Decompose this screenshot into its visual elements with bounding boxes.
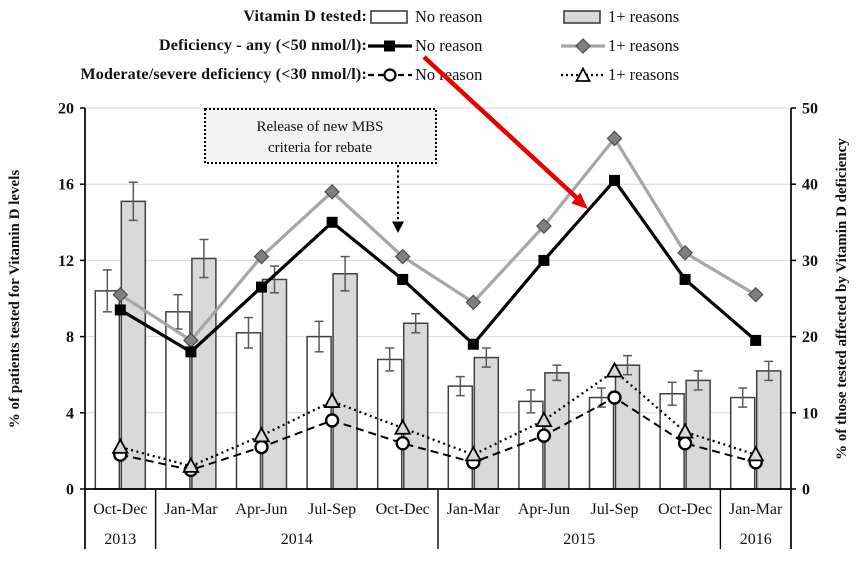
- annotation-box: Release of new MBS criteria for rebate: [204, 108, 437, 233]
- quarter-label: Jan-Mar: [164, 501, 218, 518]
- legend-entry-tested-no-reason: No reason: [367, 7, 560, 27]
- legend-entry-modsev-no-reason: No reason: [367, 65, 560, 85]
- legend-text: No reason: [415, 64, 483, 84]
- right-axis-tick: 0: [802, 482, 810, 499]
- right-axis-tick: 40: [802, 177, 818, 194]
- quarter-label: Jan-Mar: [729, 501, 783, 518]
- annotation-line1: Release of new MBS: [256, 119, 383, 135]
- legend-text: No reason: [415, 35, 483, 55]
- right-axis-tick: 30: [802, 253, 818, 270]
- annotation-line2: criteria for rebate: [268, 140, 372, 156]
- legend-text: 1+ reasons: [608, 64, 680, 84]
- line-open-triangle: [111, 361, 765, 473]
- open-circle-dashed-line-icon: [368, 67, 412, 82]
- x-axis-labels: Oct-Dec Jan-Mar Apr-Jun Jul-Sep Oct-Dec Jan-M…: [93, 489, 783, 549]
- white-bar-swatch-icon: [370, 9, 408, 24]
- open-triangle-dotted-line-icon: [561, 66, 605, 82]
- year-label: 2015: [563, 531, 595, 548]
- quarter-label: Apr-Jun: [518, 501, 570, 518]
- quarter-label: Jul-Sep: [308, 501, 356, 518]
- legend-label-modsev: Moderate/severe deficiency (<30 nmol/l):: [80, 65, 367, 83]
- line-series-group: [111, 130, 765, 478]
- quarter-label: Oct-Dec: [658, 501, 712, 518]
- chart-plot: 0 4 8 12 16 20 0 10 20 30 40 50 Oct-Dec Jan-Mar Apr-Ju…: [7, 101, 850, 549]
- left-axis-tick: 12: [58, 253, 74, 270]
- annotation-rect: [204, 108, 437, 164]
- legend-entry-modsev-reasons: 1+ reasons: [560, 65, 830, 85]
- legend-label-tested: Vitamin D tested:: [243, 7, 367, 25]
- legend-row-deficiency-any: Deficiency - any (<50 nmol/l): No reason…: [0, 31, 830, 60]
- black-square-line-icon: [368, 40, 412, 51]
- bars-group: [94, 181, 782, 490]
- left-axis-title: % of patients tested for Vitamin D level…: [7, 170, 23, 429]
- line-filled-diamond: [112, 130, 764, 349]
- left-axis-tick: 4: [66, 405, 74, 422]
- quarter-label: Jul-Sep: [591, 501, 639, 518]
- quarter-label: Apr-Jun: [235, 501, 287, 518]
- left-axis-tick: 16: [58, 177, 74, 194]
- chart-legend: Vitamin D tested: No reason 1+ reasons D…: [0, 2, 830, 89]
- dotted-arrow-head-icon: [392, 221, 404, 233]
- generated-plot-content: 0 4 8 12 16 20 0 10 20 30 40 50 Oct-Dec Jan-Mar Apr-Ju…: [58, 101, 818, 549]
- gray-diamond-line-icon: [561, 37, 605, 54]
- legend-text: 1+ reasons: [608, 35, 680, 55]
- right-axis-tick: 10: [802, 405, 818, 422]
- quarter-label: Oct-Dec: [93, 501, 147, 518]
- legend-text: No reason: [415, 6, 483, 26]
- right-axis-title: % of those tested affected by Vitamin D …: [834, 138, 850, 460]
- right-axis-tick: 50: [802, 101, 818, 118]
- line-filled-square: [114, 174, 762, 358]
- gray-bar-swatch-icon: [563, 9, 601, 24]
- left-axis-tick: 20: [58, 101, 74, 118]
- quarter-label: Oct-Dec: [376, 501, 430, 518]
- legend-row-tested: Vitamin D tested: No reason 1+ reasons: [0, 2, 830, 31]
- legend-row-modsev: Moderate/severe deficiency (<30 nmol/l):…: [0, 60, 830, 89]
- year-label: 2013: [104, 531, 136, 548]
- bars-1plus-reasons: [120, 181, 782, 490]
- year-label: 2016: [740, 531, 772, 548]
- year-label: 2014: [281, 531, 313, 548]
- quarter-label: Jan-Mar: [447, 501, 501, 518]
- left-axis-tick: 8: [66, 329, 74, 346]
- legend-text: 1+ reasons: [608, 6, 680, 26]
- legend-entry-defany-reasons: 1+ reasons: [560, 36, 830, 56]
- legend-label-deficiency-any: Deficiency - any (<50 nmol/l):: [159, 36, 367, 54]
- legend-entry-defany-no-reason: No reason: [367, 36, 560, 56]
- left-axis-tick: 0: [66, 482, 74, 499]
- axes-group: 0 4 8 12 16 20 0 10 20 30 40 50: [58, 101, 818, 549]
- legend-entry-tested-reasons: 1+ reasons: [560, 7, 830, 27]
- right-axis-tick: 20: [802, 329, 818, 346]
